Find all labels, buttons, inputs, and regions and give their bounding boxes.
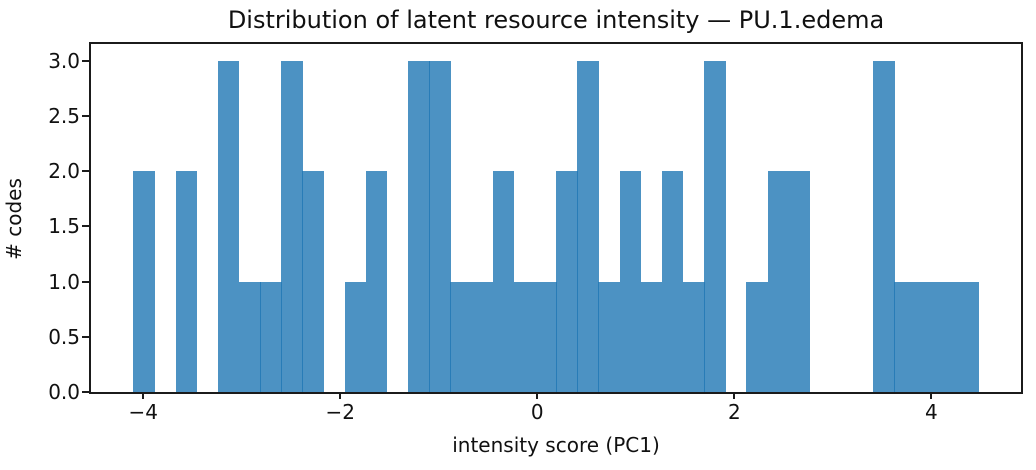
histogram-bar xyxy=(450,281,473,392)
histogram-bar xyxy=(302,171,325,392)
x-tick-mark xyxy=(142,392,145,399)
histogram-bar xyxy=(746,281,768,392)
histogram-bar xyxy=(535,281,557,392)
histogram-bar xyxy=(661,171,684,392)
histogram-bar xyxy=(556,171,578,392)
y-tick-label: 0.0 xyxy=(48,380,80,404)
y-tick-label: 1.0 xyxy=(48,269,80,294)
histogram-bar xyxy=(471,281,494,392)
histogram-bar xyxy=(344,281,367,392)
x-tick-mark xyxy=(930,392,933,399)
x-tick-label: −2 xyxy=(325,400,355,424)
histogram-bar xyxy=(957,281,980,392)
x-tick-label: 0 xyxy=(530,400,544,424)
histogram-bar xyxy=(239,281,261,392)
histogram-bar xyxy=(281,60,303,392)
y-tick-label: 2.5 xyxy=(48,103,80,128)
x-tick-label: 4 xyxy=(924,400,938,424)
x-tick-mark xyxy=(536,392,539,399)
y-tick-label: 0.5 xyxy=(48,324,80,349)
x-tick-mark xyxy=(339,392,342,399)
y-tick-label: 2.0 xyxy=(48,159,80,184)
histogram-bar xyxy=(175,171,198,392)
histogram-bar xyxy=(767,171,790,392)
histogram-bar xyxy=(217,60,240,392)
y-tick-label: 3.0 xyxy=(48,48,80,73)
y-tick-mark xyxy=(82,335,89,338)
histogram-bar xyxy=(598,281,620,392)
chart-title: Distribution of latent resource intensit… xyxy=(227,6,885,34)
y-tick-mark xyxy=(82,225,89,228)
x-tick-label: −4 xyxy=(128,400,158,424)
x-axis-label: intensity score (PC1) xyxy=(452,433,660,457)
histogram-bar xyxy=(683,281,705,392)
histogram-bar xyxy=(894,281,916,392)
histogram-bar xyxy=(260,281,282,392)
histogram-bar xyxy=(704,60,726,392)
histogram-bar xyxy=(640,281,663,392)
x-tick-label: 2 xyxy=(727,400,741,424)
histogram-bar xyxy=(577,60,599,392)
x-tick-mark xyxy=(733,392,736,399)
histogram-bar xyxy=(429,60,451,392)
histogram-bar xyxy=(133,171,155,392)
y-tick-mark xyxy=(82,170,89,173)
histogram-bar xyxy=(619,171,642,392)
histogram-bar xyxy=(873,60,895,392)
histogram-bar xyxy=(915,281,938,392)
histogram-bar xyxy=(408,60,430,392)
histogram-bar xyxy=(936,281,959,392)
plot-area xyxy=(89,42,1023,394)
y-tick-label: 1.5 xyxy=(48,214,80,239)
y-tick-mark xyxy=(82,59,89,62)
y-tick-mark xyxy=(82,391,89,393)
histogram-bar xyxy=(513,281,536,392)
y-tick-mark xyxy=(82,114,89,117)
histogram-bar xyxy=(365,171,388,392)
histogram-bar xyxy=(788,171,811,392)
y-tick-mark xyxy=(82,280,89,283)
y-axis-label: # codes xyxy=(2,178,26,260)
histogram-bar xyxy=(492,171,515,392)
